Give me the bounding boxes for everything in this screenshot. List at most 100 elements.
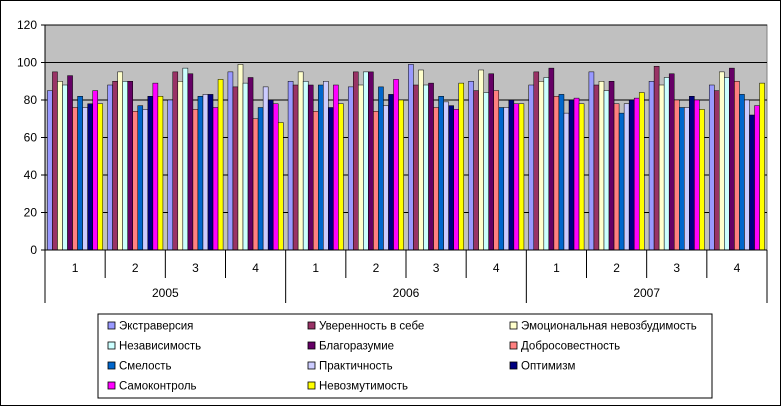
bar xyxy=(202,94,209,251)
bar xyxy=(57,81,63,251)
x-tick-label-quarter: 2 xyxy=(132,261,139,275)
bar xyxy=(578,103,585,251)
bar xyxy=(573,97,580,251)
x-tick-label-year: 2007 xyxy=(633,286,660,300)
bar xyxy=(368,71,374,251)
x-tick-label-quarter: 1 xyxy=(312,261,319,275)
x-tick-label-quarter: 2 xyxy=(373,261,380,275)
bar xyxy=(458,82,465,251)
bar xyxy=(187,73,194,251)
bar xyxy=(333,84,339,251)
bar xyxy=(217,79,224,251)
y-tick-label: 40 xyxy=(24,168,38,182)
bar xyxy=(543,77,550,251)
bar xyxy=(328,107,334,251)
bar xyxy=(292,84,299,251)
bar xyxy=(132,111,139,251)
x-tick-label-quarter: 2 xyxy=(613,261,620,275)
bar xyxy=(558,94,565,251)
legend-label: Оптимизм xyxy=(521,361,575,373)
legend-swatch xyxy=(107,321,116,330)
bar xyxy=(759,82,765,251)
bar xyxy=(297,71,304,251)
bar xyxy=(538,81,545,251)
bar xyxy=(719,71,725,251)
y-tick-label: 120 xyxy=(17,18,37,32)
bar xyxy=(247,77,254,251)
bar xyxy=(388,94,394,251)
bar xyxy=(734,81,740,251)
bar xyxy=(192,109,199,251)
bar xyxy=(237,64,244,251)
bar xyxy=(754,105,760,251)
legend-label: Экстраверсия xyxy=(119,321,193,333)
bar xyxy=(628,99,635,251)
legend-swatch xyxy=(107,381,116,390)
bar xyxy=(207,94,214,251)
bar xyxy=(358,84,364,251)
bar xyxy=(553,96,560,251)
legend-label: Независимость xyxy=(119,341,201,353)
bar xyxy=(603,90,610,251)
bar xyxy=(107,84,113,251)
bar xyxy=(127,81,133,251)
axes: 0 20 40 60 80 100 120 1 2 3 4 1 2 3 4 1 2 3 4 2005 2006 2007 xyxy=(17,18,768,303)
legend-swatch xyxy=(307,381,316,390)
bar xyxy=(252,118,259,251)
bar xyxy=(383,105,389,251)
bar xyxy=(528,84,535,251)
bar xyxy=(72,107,78,251)
bar xyxy=(312,111,319,251)
x-tick-label-quarter: 3 xyxy=(433,261,440,275)
bar xyxy=(157,96,164,251)
bar xyxy=(408,64,414,251)
x-tick-label-year: 2005 xyxy=(152,286,179,300)
bar xyxy=(613,103,620,251)
bar xyxy=(147,96,154,251)
grid-lines xyxy=(45,24,767,213)
bar xyxy=(227,71,234,251)
bar xyxy=(443,101,449,251)
legend-swatch xyxy=(307,341,316,350)
bar xyxy=(473,90,479,251)
legend-label: Благоразумие xyxy=(319,341,394,353)
bar xyxy=(428,82,434,251)
x-tick-label-quarter: 4 xyxy=(734,261,741,275)
legend-label: Уверенность в себе xyxy=(319,321,424,333)
bar xyxy=(478,69,484,251)
x-tick-label-quarter: 4 xyxy=(252,261,259,275)
bar xyxy=(267,99,274,251)
bar xyxy=(277,122,284,251)
bar xyxy=(347,86,354,251)
bar xyxy=(739,94,745,251)
bar xyxy=(117,71,123,251)
bar xyxy=(418,69,424,251)
legend-label: Смелость xyxy=(119,361,171,373)
bar xyxy=(338,103,344,251)
bar xyxy=(353,71,359,251)
bar xyxy=(262,86,269,251)
bar xyxy=(684,107,690,251)
bar xyxy=(438,96,444,251)
bar xyxy=(508,99,515,251)
bar xyxy=(112,81,118,251)
bar xyxy=(623,103,630,251)
bar xyxy=(177,81,184,251)
bar xyxy=(663,77,670,251)
legend-swatch xyxy=(509,321,518,330)
bar xyxy=(608,81,615,251)
bar xyxy=(323,81,329,251)
bar xyxy=(92,90,98,251)
y-tick-label: 20 xyxy=(24,206,38,220)
bar xyxy=(749,114,755,251)
bar xyxy=(593,84,600,251)
bar xyxy=(232,86,239,251)
bar xyxy=(197,96,204,251)
bar xyxy=(708,84,715,251)
bar xyxy=(488,73,494,251)
bar xyxy=(699,109,705,251)
bar xyxy=(533,71,540,251)
legend-swatch xyxy=(307,321,316,330)
bar xyxy=(483,92,489,251)
